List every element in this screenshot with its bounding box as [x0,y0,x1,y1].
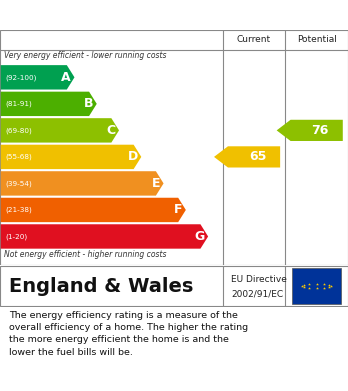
Text: (69-80): (69-80) [5,127,32,134]
Text: England & Wales: England & Wales [9,276,193,296]
Text: Very energy efficient - lower running costs: Very energy efficient - lower running co… [4,51,167,60]
Text: (92-100): (92-100) [5,74,37,81]
Polygon shape [1,65,74,90]
Polygon shape [277,120,343,141]
Polygon shape [1,145,141,169]
Text: 65: 65 [249,151,266,163]
Text: 2002/91/EC: 2002/91/EC [231,290,284,299]
Polygon shape [1,198,186,222]
Text: Energy Efficiency Rating: Energy Efficiency Rating [9,7,230,23]
Text: (21-38): (21-38) [5,207,32,213]
Text: (55-68): (55-68) [5,154,32,160]
Polygon shape [214,146,280,167]
Text: A: A [61,71,71,84]
Text: 76: 76 [311,124,329,137]
Text: (39-54): (39-54) [5,180,32,187]
Text: (81-91): (81-91) [5,100,32,107]
Text: EU Directive: EU Directive [231,275,287,284]
Text: Potential: Potential [297,36,337,45]
Text: F: F [174,203,182,217]
Polygon shape [1,118,119,143]
Text: E: E [152,177,160,190]
Text: G: G [195,230,205,243]
Polygon shape [1,171,164,196]
Text: D: D [128,151,138,163]
Text: The energy efficiency rating is a measure of the
overall efficiency of a home. T: The energy efficiency rating is a measur… [9,311,248,357]
Polygon shape [1,224,208,249]
Text: C: C [106,124,116,137]
Polygon shape [1,91,97,116]
Text: (1-20): (1-20) [5,233,27,240]
Text: Current: Current [237,36,271,45]
Text: B: B [84,97,93,110]
Text: Not energy efficient - higher running costs: Not energy efficient - higher running co… [4,250,167,259]
Bar [292,268,341,304]
